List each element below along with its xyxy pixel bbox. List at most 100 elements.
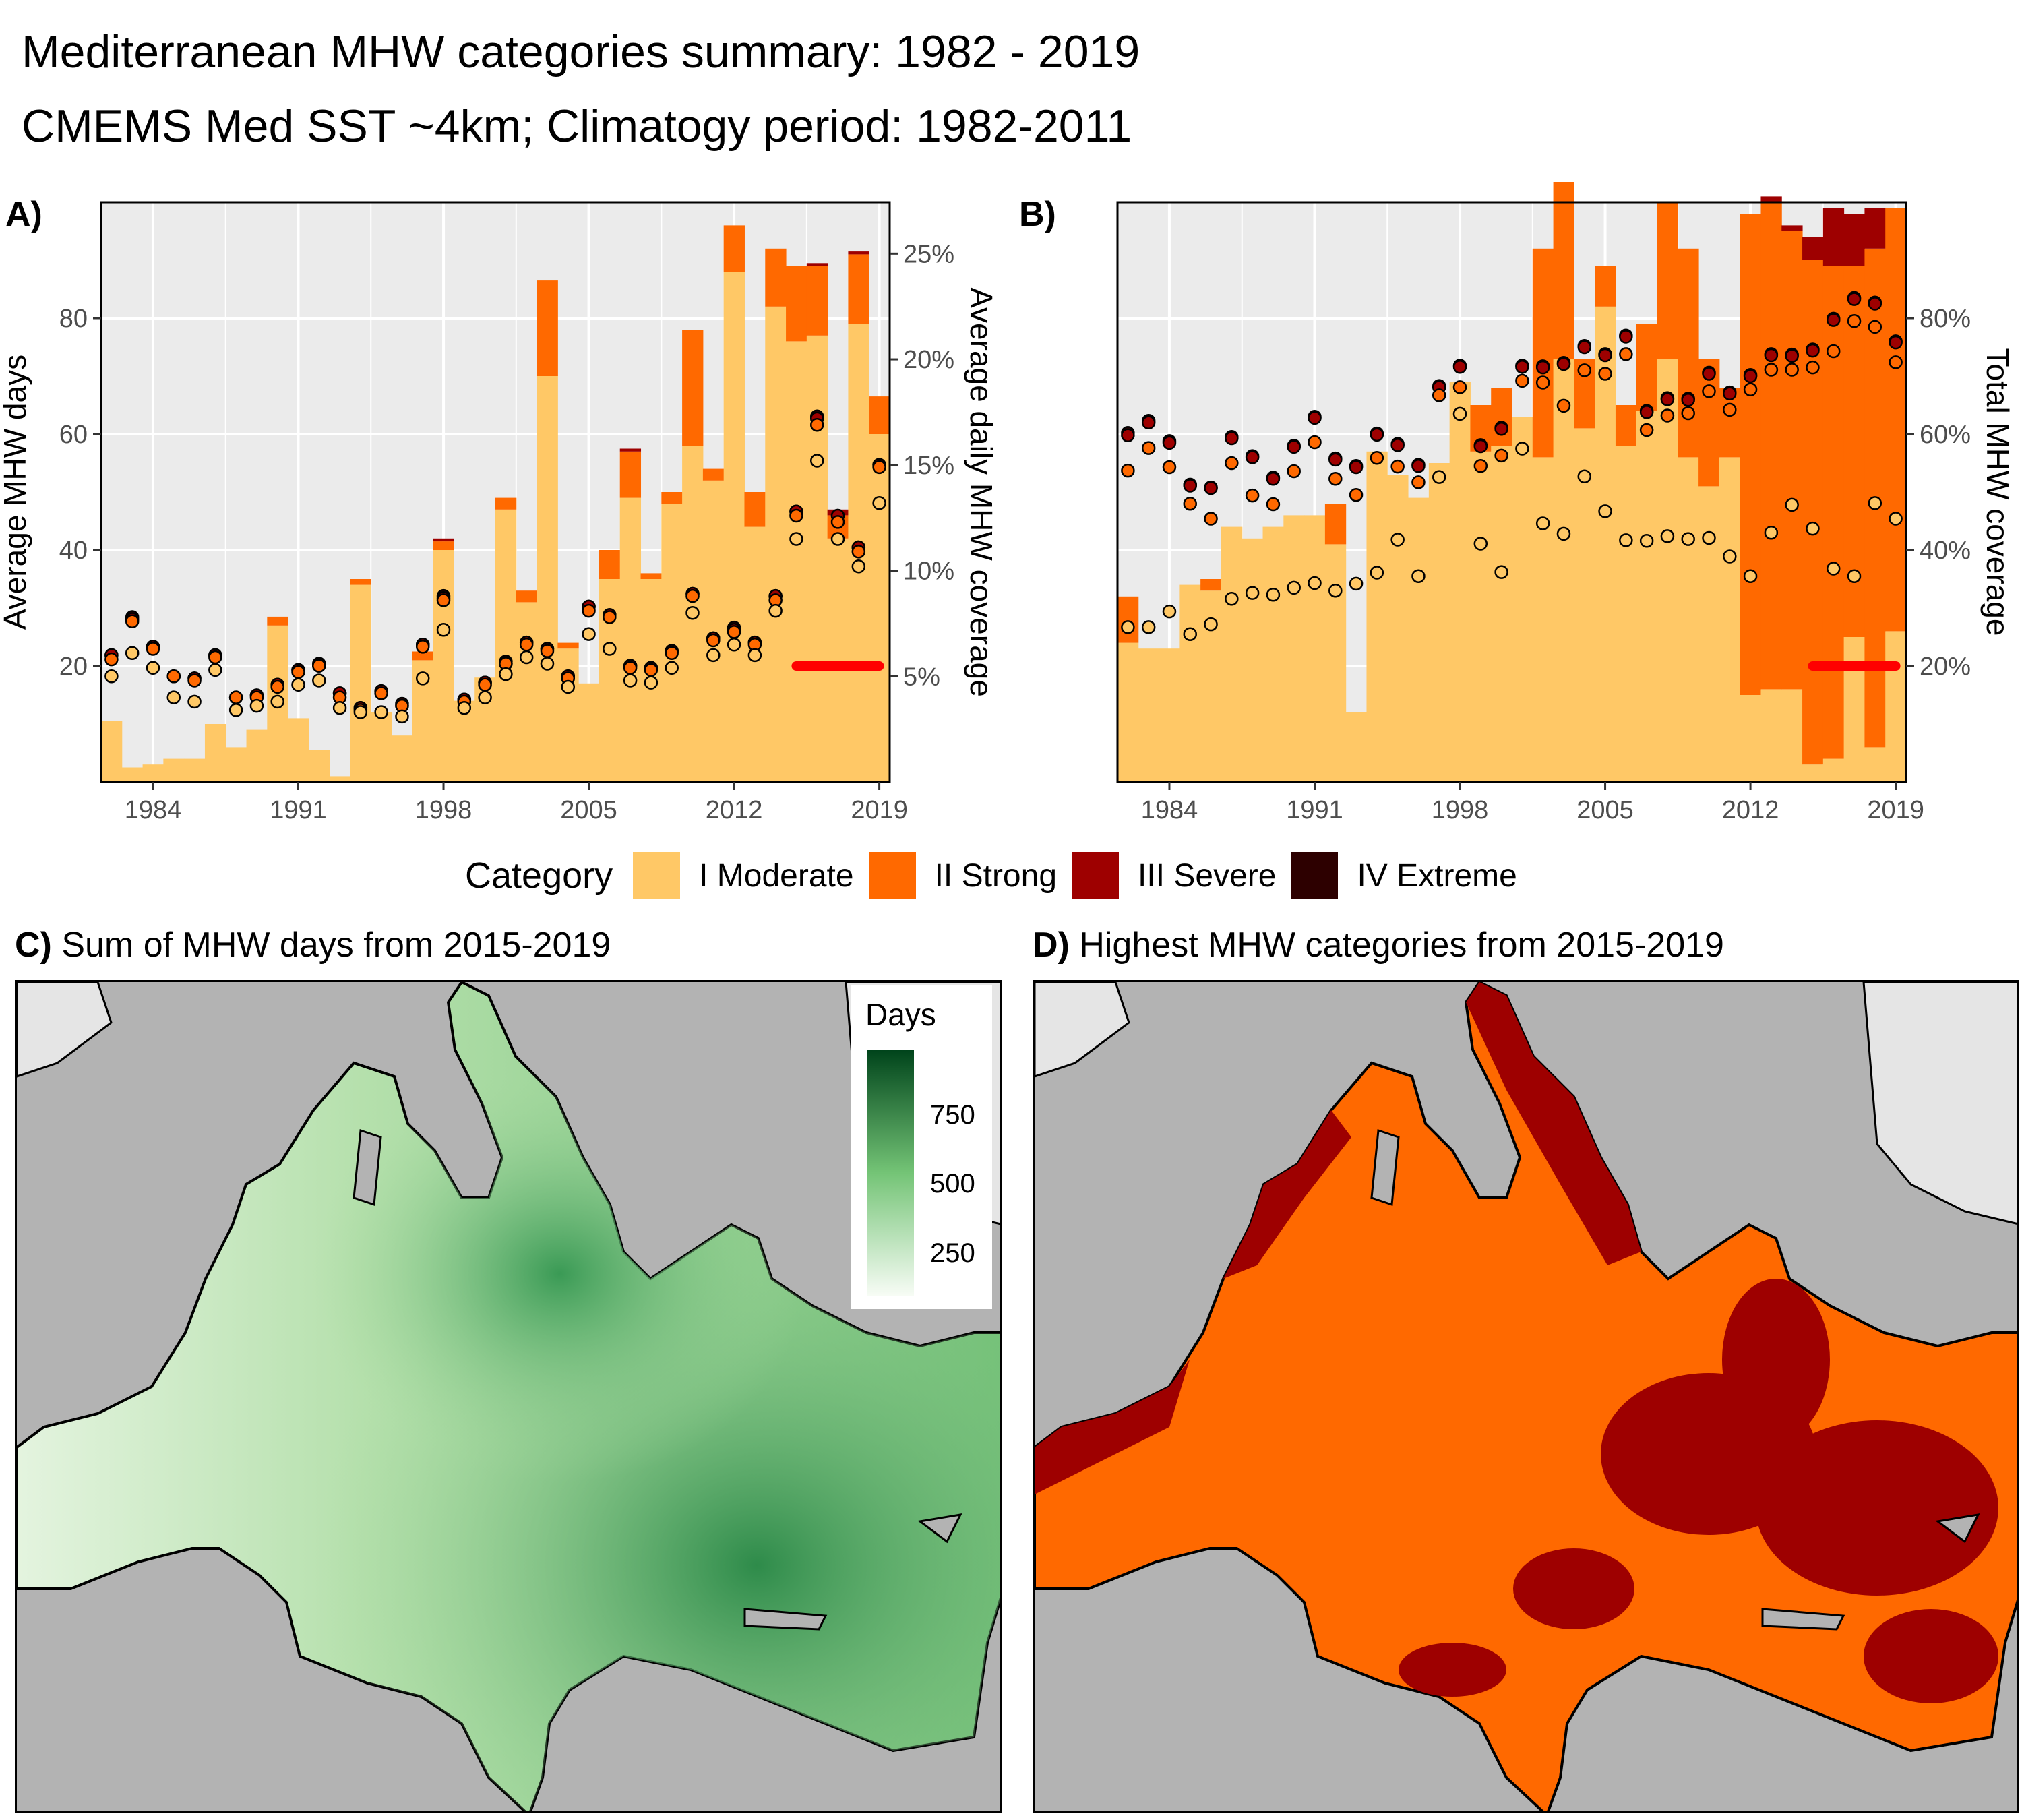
panel-a-tag: A): [5, 195, 42, 234]
a-point-i-moderate-2001: [499, 667, 513, 681]
a-bar-ii-strong-2014: [765, 248, 787, 307]
b-point-ii-strong-2011: [1723, 402, 1737, 417]
b-y2label: Total MHW coverage: [1980, 348, 2015, 636]
b-bar-i-moderate-2012: [1740, 695, 1761, 782]
figure-title-line2: CMEMS Med SST ~4km; Climatogy period: 19…: [22, 100, 1132, 152]
b-point-iii-severe-2002: [1535, 360, 1550, 375]
b-point-i-moderate-2015: [1806, 521, 1820, 536]
b-point-i-moderate-2017: [1847, 569, 1862, 583]
a-point-i-moderate-2000: [478, 690, 492, 704]
b-point-iii-severe-1993: [1349, 460, 1364, 475]
b-point-iii-severe-2007: [1639, 405, 1654, 419]
b-point-ii-strong-1999: [1473, 459, 1488, 473]
b-bar-i-moderate-2001: [1512, 417, 1533, 782]
b-bar-i-moderate-1987: [1221, 526, 1243, 782]
b-bar-i-moderate-1995: [1387, 475, 1409, 782]
a-point-i-moderate-2006: [603, 642, 617, 656]
a-point-ii-strong-1984: [146, 642, 160, 656]
b-point-i-moderate-2014: [1785, 497, 1799, 512]
a-bar-ii-strong-2007: [619, 451, 642, 498]
b-bar-i-moderate-1991: [1304, 515, 1326, 782]
a-xtick-1984: 1984: [125, 796, 182, 824]
b-point-ii-strong-2010: [1702, 384, 1716, 398]
legend-swatch-strong: [868, 852, 916, 899]
b-point-iii-severe-1994: [1370, 427, 1384, 442]
colorbar-title: Days: [865, 997, 936, 1032]
b-point-ii-strong-1988: [1245, 488, 1260, 503]
a-bar-iii-severe-2018: [848, 251, 869, 255]
b-point-i-moderate-1996: [1411, 569, 1426, 583]
a-bar-i-moderate-2004: [557, 648, 579, 782]
b-bar-i-moderate-2017: [1843, 637, 1865, 782]
b-point-iii-severe-2019: [1889, 335, 1903, 350]
b-point-iii-severe-1990: [1287, 439, 1301, 454]
b-bar-ii-strong-2009: [1678, 248, 1699, 458]
a-y2tick-20: 20%: [903, 346, 954, 374]
a-point-ii-strong-2008: [644, 663, 658, 677]
b-bar-ii-strong-2012: [1740, 214, 1761, 695]
b-bar-i-moderate-2004: [1574, 428, 1595, 782]
a-bar-i-moderate-2016: [806, 335, 828, 782]
a-y2tick-25: 25%: [903, 240, 954, 268]
a-bar-ii-strong-1998: [433, 541, 454, 550]
b-bar-i-moderate-2018: [1864, 747, 1886, 782]
b-bar-ii-strong-1986: [1200, 579, 1222, 591]
b-point-i-moderate-2013: [1764, 525, 1779, 540]
b-point-ii-strong-2018: [1868, 320, 1882, 334]
a-bar-i-moderate-2003: [537, 376, 558, 782]
map-c-atlantic: [17, 982, 113, 1078]
b-point-ii-strong-2003: [1556, 398, 1571, 413]
a-point-i-moderate-1990: [270, 694, 284, 709]
b-point-iii-severe-2000: [1494, 422, 1508, 436]
colorbar-tick-500: 500: [930, 1169, 975, 1199]
a-point-i-moderate-2018: [851, 559, 866, 574]
a-bar-i-moderate-2017: [827, 538, 849, 782]
b-point-ii-strong-2001: [1515, 373, 1529, 388]
b-point-ii-strong-1982: [1121, 463, 1135, 478]
b-bar-ii-strong-2002: [1532, 248, 1554, 458]
b-point-iii-severe-1988: [1245, 450, 1260, 464]
b-point-ii-strong-2019: [1889, 355, 1903, 369]
b-xtick-2012: 2012: [1722, 796, 1779, 824]
b-xtick-1984: 1984: [1141, 796, 1198, 824]
b-bar-ii-strong-1992: [1324, 504, 1347, 545]
b-point-ii-strong-1993: [1349, 488, 1364, 502]
b-y2tick-20: 20%: [1920, 653, 1971, 681]
b-bar-ii-strong-2000: [1491, 388, 1512, 446]
b-bar-ii-strong-2008: [1657, 202, 1678, 359]
b-bar-i-moderate-1996: [1408, 497, 1430, 782]
panel-b-tag: B): [1019, 195, 1056, 234]
b-point-i-moderate-1985: [1183, 627, 1198, 641]
panel-c-tag: C): [15, 926, 52, 965]
panel-c-title: C) Sum of MHW days from 2015-2019: [15, 925, 611, 965]
a-point-ii-strong-2002: [519, 637, 534, 652]
a-bar-i-moderate-1992: [308, 750, 330, 782]
a-point-i-moderate-2011: [706, 648, 721, 663]
b-bar-i-moderate-1994: [1366, 451, 1388, 782]
a-bar-i-moderate-1991: [288, 718, 309, 782]
a-point-i-moderate-2012: [727, 637, 741, 652]
b-point-i-moderate-2001: [1515, 442, 1529, 456]
a-point-i-moderate-1984: [146, 661, 160, 675]
a-point-ii-strong-1995: [374, 686, 388, 700]
b-xtick-1991: 1991: [1286, 796, 1343, 824]
legend-title: Category: [465, 855, 613, 896]
a-bar-i-moderate-1993: [329, 776, 350, 782]
b-point-ii-strong-2009: [1681, 406, 1695, 421]
a-point-i-moderate-1988: [228, 703, 243, 717]
b-bar-i-moderate-2016: [1822, 758, 1845, 782]
map-d-svg: [1035, 982, 2017, 1811]
b-point-i-moderate-2000: [1494, 565, 1508, 579]
b-point-ii-strong-2012: [1743, 382, 1758, 397]
a-y2tick-15: 15%: [903, 452, 954, 480]
b-bar-i-moderate-1997: [1428, 463, 1450, 782]
figure-title-line1: Mediterranean MHW categories summary: 19…: [22, 26, 1140, 78]
b-point-i-moderate-2003: [1556, 526, 1571, 541]
a-bar-ii-strong-2001: [495, 497, 517, 510]
b-bar-i-moderate-1998: [1449, 382, 1471, 782]
b-point-iii-severe-1995: [1390, 438, 1405, 452]
a-point-i-moderate-2007: [623, 673, 638, 688]
b-bar-iii-severe-2016: [1822, 208, 1845, 266]
b-point-ii-strong-1987: [1225, 456, 1239, 471]
b-point-i-moderate-1997: [1432, 470, 1446, 484]
